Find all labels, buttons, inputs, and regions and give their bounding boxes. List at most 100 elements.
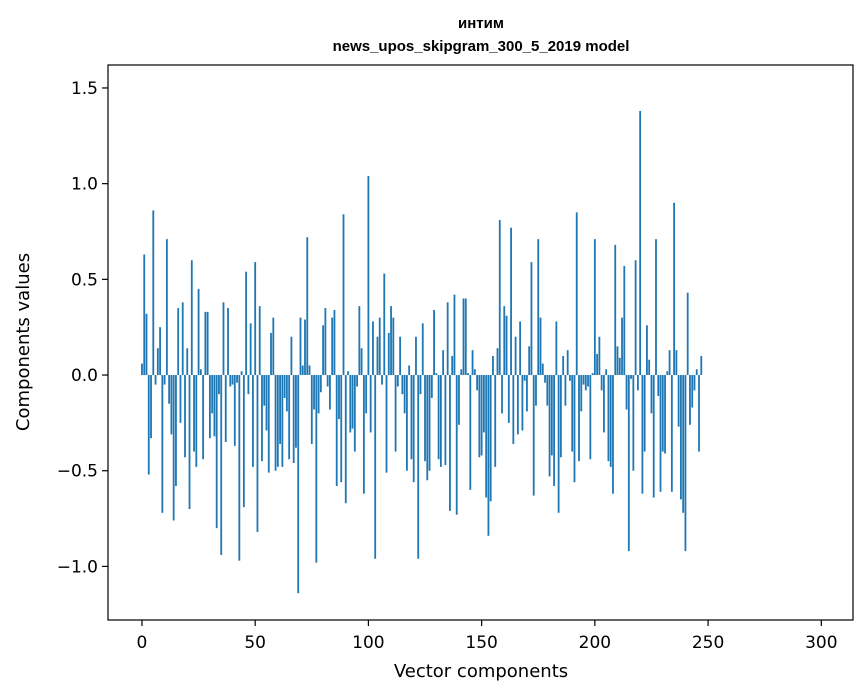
bar-component-185 xyxy=(559,375,562,458)
bar-component-52 xyxy=(258,306,261,376)
bar-component-242 xyxy=(689,375,691,425)
bar-component-123 xyxy=(419,375,422,395)
bar-component-118 xyxy=(408,365,411,376)
bar-component-107 xyxy=(383,273,386,376)
bar-component-11 xyxy=(165,239,168,376)
bar-component-167 xyxy=(519,321,522,376)
bar-component-126 xyxy=(426,375,429,481)
bar-component-32 xyxy=(213,375,216,437)
bar-component-75 xyxy=(310,375,313,444)
bar-component-224 xyxy=(648,359,651,376)
bar-component-207 xyxy=(609,375,612,467)
bar-component-160 xyxy=(503,306,506,376)
bar-component-3 xyxy=(147,375,150,475)
bar-component-59 xyxy=(274,375,277,471)
bar-component-154 xyxy=(489,375,492,502)
bar-component-63 xyxy=(283,375,286,398)
bar-component-114 xyxy=(399,336,402,376)
y-tick-label: 1.0 xyxy=(71,175,98,195)
bar-component-227 xyxy=(655,239,657,376)
bar-component-9 xyxy=(161,375,164,513)
bar-component-28 xyxy=(204,311,207,376)
bar-component-155 xyxy=(492,355,494,376)
bar-component-133 xyxy=(442,350,445,376)
bar-component-23 xyxy=(193,375,195,452)
bar-component-56 xyxy=(267,375,270,473)
bar-component-202 xyxy=(598,336,601,376)
bar-component-102 xyxy=(372,321,374,376)
bar-component-189 xyxy=(569,375,571,381)
bar-component-77 xyxy=(315,375,318,563)
bar-component-158 xyxy=(498,220,501,376)
bar-component-177 xyxy=(541,363,544,376)
bar-component-127 xyxy=(428,375,431,471)
bar-component-231 xyxy=(664,375,666,454)
x-tick-label: 200 xyxy=(579,633,611,653)
bar-component-25 xyxy=(197,288,200,376)
bar-component-173 xyxy=(532,375,535,496)
bar-component-1 xyxy=(143,254,146,376)
bar-component-85 xyxy=(333,309,336,376)
bar-component-36 xyxy=(222,302,225,376)
bar-component-20 xyxy=(186,348,189,376)
bar-component-42 xyxy=(236,375,238,383)
bar-component-96 xyxy=(358,306,361,376)
bar-component-128 xyxy=(430,375,433,398)
bar-component-141 xyxy=(460,369,463,376)
bar-component-190 xyxy=(571,375,574,452)
bar-component-108 xyxy=(385,375,388,473)
bar-component-2 xyxy=(145,313,148,376)
bar-component-164 xyxy=(512,375,515,444)
bar-component-18 xyxy=(181,302,184,376)
bar-component-24 xyxy=(195,375,198,467)
bar-component-232 xyxy=(666,371,669,376)
bar-component-60 xyxy=(276,375,279,467)
bar-component-90 xyxy=(344,375,347,504)
bar-component-17 xyxy=(179,375,182,423)
bar-component-176 xyxy=(539,317,542,376)
bar-component-116 xyxy=(403,375,406,414)
bar-component-73 xyxy=(306,237,309,376)
bar-component-120 xyxy=(412,375,415,483)
bar-component-71 xyxy=(301,365,304,376)
bar-component-246 xyxy=(698,375,700,452)
bar-component-61 xyxy=(279,375,281,444)
bar-component-222 xyxy=(643,375,646,452)
bar-component-212 xyxy=(621,317,623,376)
bar-component-76 xyxy=(313,375,315,410)
bar-component-215 xyxy=(627,375,630,552)
bar-component-153 xyxy=(487,375,490,536)
bar-component-129 xyxy=(433,309,435,376)
bar-component-70 xyxy=(299,317,302,376)
bar-component-65 xyxy=(288,375,291,460)
bar-series xyxy=(141,110,703,594)
bar-component-134 xyxy=(444,375,447,465)
bar-component-211 xyxy=(618,357,621,376)
bar-component-156 xyxy=(494,375,497,467)
bar-component-184 xyxy=(557,375,560,513)
bar-component-228 xyxy=(657,375,660,397)
bar-component-240 xyxy=(684,375,687,552)
bar-component-140 xyxy=(458,375,460,425)
bar-component-105 xyxy=(378,317,381,376)
bar-component-243 xyxy=(691,375,694,408)
bar-component-162 xyxy=(507,375,510,423)
bar-component-247 xyxy=(700,355,703,376)
bar-component-218 xyxy=(634,260,637,376)
bar-component-166 xyxy=(516,375,519,435)
bar-component-38 xyxy=(227,308,229,376)
bar-component-115 xyxy=(401,375,404,395)
bar-component-198 xyxy=(589,375,592,460)
bar-component-208 xyxy=(612,375,614,494)
chart-title-line2: news_upos_skipgram_300_5_2019 model xyxy=(333,38,630,55)
bar-component-33 xyxy=(215,375,218,529)
bar-component-122 xyxy=(417,375,420,559)
bar-component-151 xyxy=(482,375,485,433)
bar-component-183 xyxy=(555,321,558,376)
bar-component-186 xyxy=(562,355,565,376)
x-tick-label: 100 xyxy=(352,633,384,653)
bar-component-195 xyxy=(582,375,585,385)
bar-component-200 xyxy=(593,239,596,376)
x-axis-label: Vector components xyxy=(394,661,568,682)
